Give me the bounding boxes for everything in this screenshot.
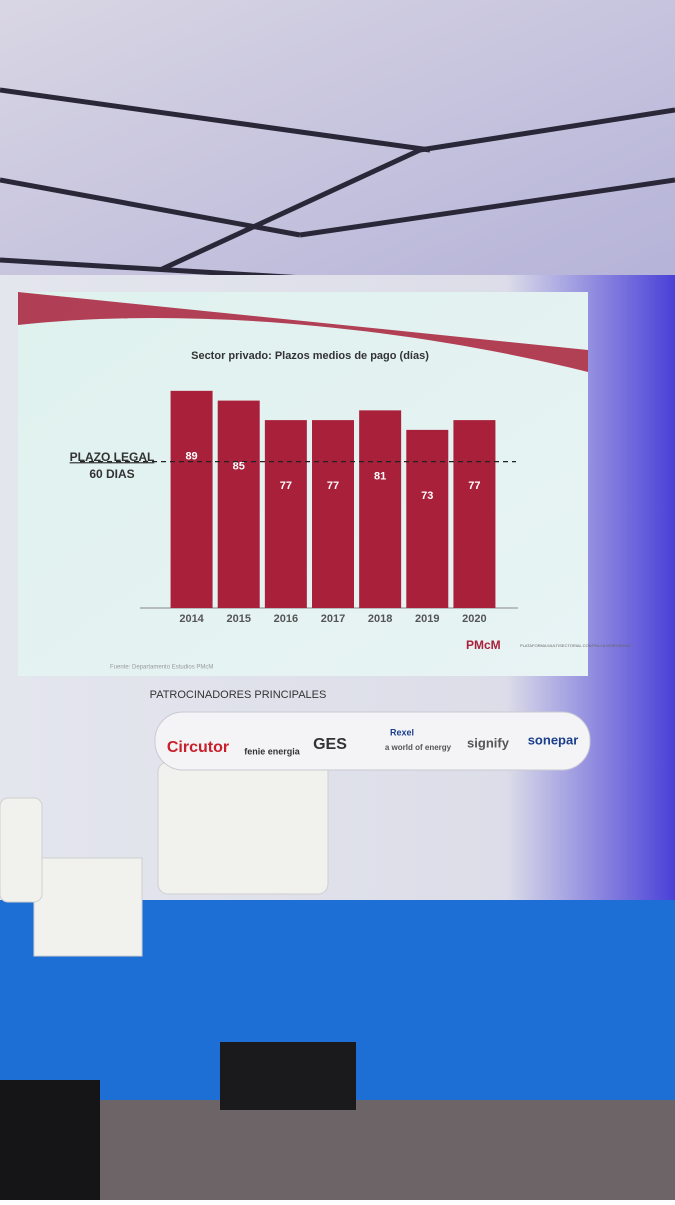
bar [453,420,496,608]
bar [359,410,402,608]
reference-label: PLAZO LEGAL [70,450,155,464]
monitor-speaker [220,1042,356,1110]
sponsor-name: Rexel [390,727,414,737]
reference-sublabel: 60 DIAS [89,467,134,481]
source: Fuente: Departamento Estudios PMcM [110,665,213,671]
sponsor-name: signify [467,735,510,750]
x-tick-label: 2018 [368,613,392,625]
logo-text: PLATAFORMA MULTISECTORIAL CONTRA LA MORO… [520,643,631,648]
sponsor-name: GES [313,736,347,753]
foreground-object [0,1080,100,1200]
x-tick-label: 2017 [321,613,345,625]
x-tick-label: 2020 [462,613,486,625]
data-label: 89 [185,451,197,463]
bar [170,390,213,608]
floor [0,1100,675,1200]
sponsors-title: PATROCINADORES PRINCIPALES [150,689,327,701]
sponsor-name: Circutor [167,739,229,756]
ceiling [0,0,675,290]
bar-chart: 89 2014 85 2015 77 2016 77 2017 81 2018 73 2019 77 20… [80,390,518,625]
chairs [0,761,329,957]
x-tick-label: 2015 [226,613,250,625]
data-label: 73 [421,490,433,502]
sponsor-name: fenie energia [244,746,301,756]
data-label: 77 [280,480,292,492]
data-label: 77 [327,480,339,492]
bar [264,420,307,608]
data-label: 85 [233,461,245,473]
slide-banner [18,292,588,372]
data-label: 77 [468,480,480,492]
bar [217,400,260,608]
chart-title: Sector privado: Plazos medios de pago (d… [191,350,429,362]
x-tick-label: 2016 [274,613,298,625]
bar [312,420,354,608]
logo: PMcM [466,638,501,652]
x-tick-label: 2014 [179,613,204,625]
data-label: 81 [374,470,386,482]
sponsor-name: a world of energy [385,743,452,752]
sponsor-name: sonepar [528,732,579,747]
sponsor-logos: Circutor fenie energia GES Rexel a world of … [167,727,578,756]
sponsor-band [154,711,591,771]
bar [406,429,449,608]
x-tick-label: 2019 [415,613,439,625]
